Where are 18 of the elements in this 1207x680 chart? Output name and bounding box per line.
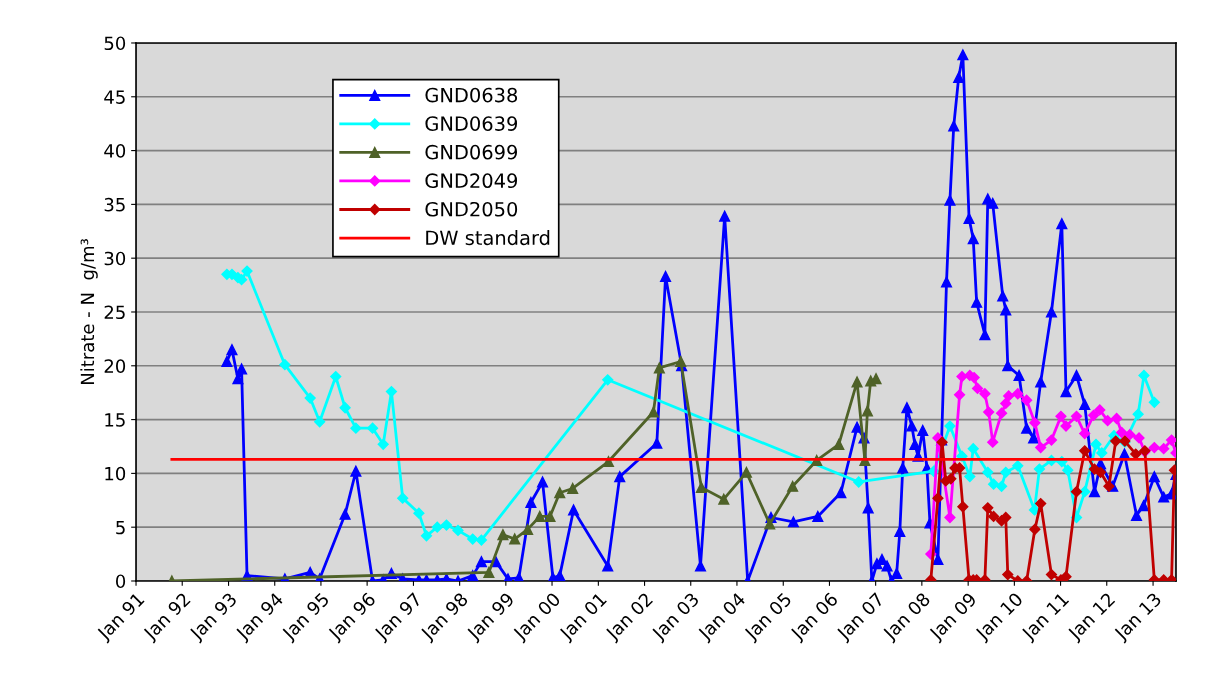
- y-tick-label: 10: [105, 466, 126, 481]
- y-tick-label: 50: [104, 36, 126, 51]
- y-tick-label: 40: [104, 144, 126, 158]
- y-tick-label: 0: [116, 574, 126, 589]
- y-tick-label: 45: [104, 90, 125, 104]
- legend-label: GND0699: [425, 144, 518, 160]
- legend-label: GND2049: [425, 173, 518, 189]
- legend-label: GND0639: [425, 116, 518, 131]
- legend-label: GND2050: [425, 201, 518, 217]
- y-tick-label: 30: [104, 251, 126, 266]
- y-tick-label: 25: [104, 305, 125, 320]
- y-tick-label: 15: [105, 413, 125, 427]
- y-tick-label: 35: [104, 197, 125, 212]
- legend-label: GND0638: [425, 87, 518, 103]
- legend-label: DW standard: [426, 230, 550, 246]
- y-axis-title: Nitrate - N g/m³: [80, 239, 98, 385]
- y-tick-label: 5: [116, 520, 125, 535]
- y-tick-label: 20: [104, 359, 126, 373]
